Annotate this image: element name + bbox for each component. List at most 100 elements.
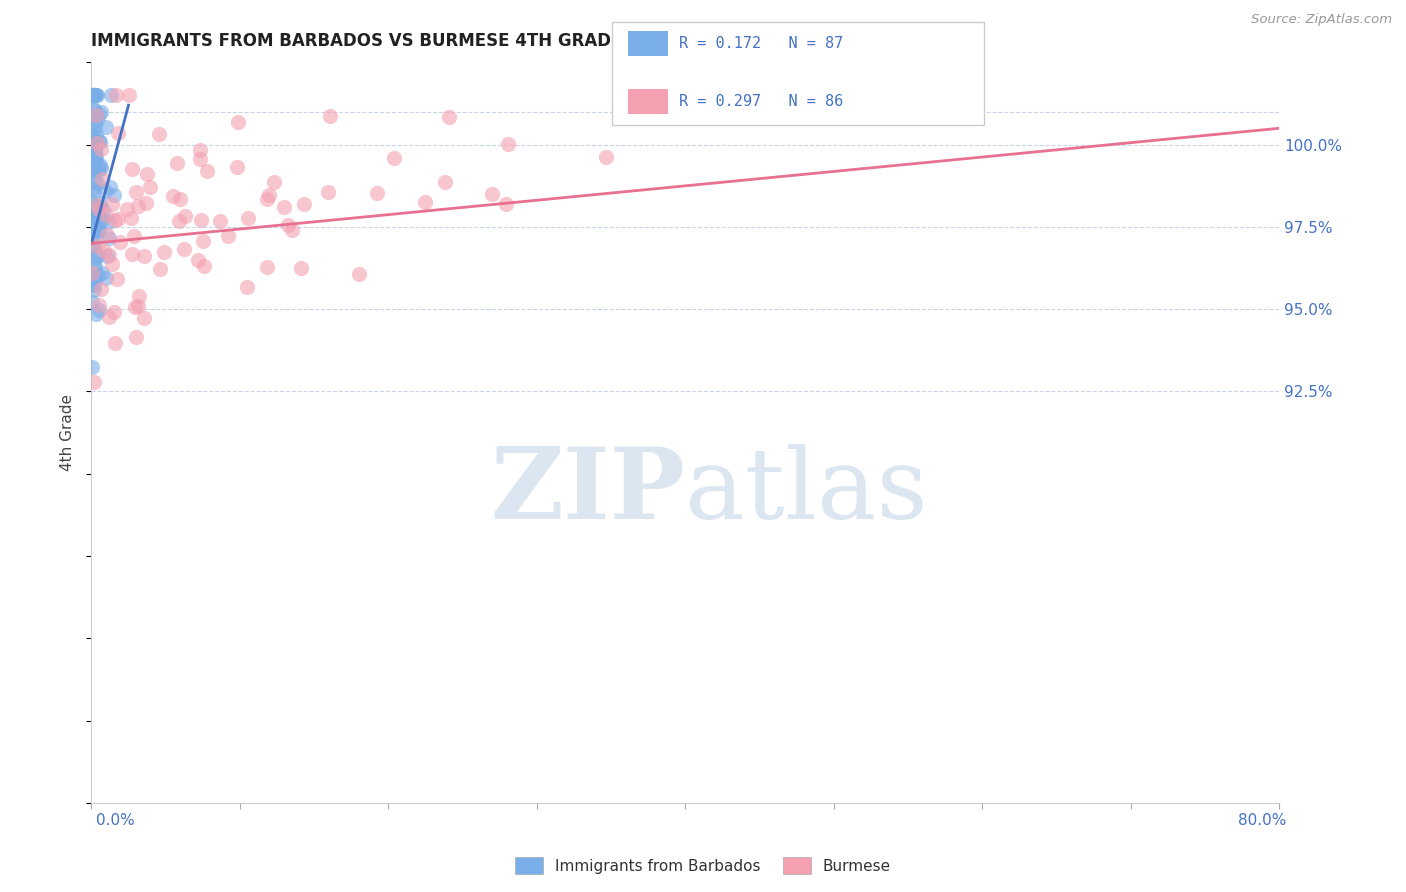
Point <box>82 271 104 285</box>
Point <box>319 109 342 123</box>
Point <box>84 162 107 177</box>
Point <box>80 223 103 237</box>
Point <box>167 214 190 228</box>
Point <box>87 223 110 237</box>
Point <box>89 302 111 317</box>
Point <box>187 252 209 267</box>
Point <box>104 88 127 103</box>
Point <box>87 135 110 149</box>
Text: R = 0.172   N = 87: R = 0.172 N = 87 <box>679 37 844 51</box>
Point <box>496 136 519 151</box>
Point <box>481 186 503 201</box>
Point <box>256 192 278 206</box>
Point <box>128 289 150 303</box>
Text: atlas: atlas <box>685 444 928 540</box>
Point <box>84 149 107 163</box>
Point <box>84 120 107 135</box>
Point <box>98 248 121 262</box>
Point <box>83 208 105 222</box>
Point <box>193 259 215 273</box>
Point <box>83 224 105 238</box>
Point <box>80 165 103 179</box>
Point <box>80 360 103 375</box>
Point <box>82 150 104 164</box>
Point <box>382 151 405 165</box>
Point <box>91 202 114 217</box>
Point <box>82 102 104 116</box>
Point <box>83 260 105 275</box>
Point <box>83 88 105 103</box>
Point <box>86 176 108 190</box>
Point <box>90 282 112 296</box>
Point <box>433 176 456 190</box>
Point <box>118 88 141 103</box>
Point <box>87 107 110 121</box>
Point <box>82 88 104 103</box>
Point <box>84 207 107 221</box>
Point <box>84 210 107 224</box>
Point <box>98 310 121 325</box>
Point <box>83 375 105 389</box>
Point <box>366 186 388 201</box>
Point <box>87 219 110 233</box>
Point <box>83 255 105 269</box>
Point <box>100 88 122 103</box>
Point <box>100 256 122 270</box>
Point <box>87 224 110 238</box>
Point <box>273 200 295 214</box>
Point <box>89 202 111 216</box>
Point <box>149 261 172 276</box>
Point <box>82 88 104 103</box>
Point <box>84 155 107 169</box>
Point <box>90 142 112 156</box>
Point <box>100 197 122 211</box>
Point <box>495 197 517 211</box>
Point <box>226 115 249 129</box>
Point <box>80 203 103 218</box>
Point <box>134 310 156 325</box>
Point <box>148 127 170 141</box>
Point <box>89 211 111 226</box>
Point <box>120 211 142 225</box>
Point <box>84 307 107 321</box>
Point <box>93 244 115 258</box>
Point <box>94 271 117 285</box>
Point <box>87 164 110 178</box>
Point <box>82 88 104 103</box>
Point <box>166 155 188 169</box>
Point <box>87 268 110 282</box>
Point <box>80 277 103 292</box>
Point <box>80 266 103 280</box>
Point <box>135 196 157 211</box>
Point <box>437 110 460 124</box>
Point <box>169 192 191 206</box>
Point <box>125 330 148 344</box>
Point <box>84 214 107 228</box>
Point <box>188 152 211 166</box>
Point <box>83 88 105 103</box>
Point <box>132 249 155 263</box>
Point <box>82 127 104 141</box>
Point <box>82 295 104 310</box>
Point <box>86 136 108 151</box>
Point <box>104 335 127 350</box>
Point <box>121 247 143 261</box>
Point <box>236 211 259 226</box>
Point <box>226 160 249 174</box>
Point <box>83 284 105 298</box>
Legend: Immigrants from Barbados, Burmese: Immigrants from Barbados, Burmese <box>509 851 897 880</box>
Point <box>94 120 117 135</box>
Point <box>84 154 107 169</box>
Point <box>86 127 108 141</box>
Point <box>124 229 146 244</box>
Point <box>83 240 105 254</box>
Point <box>89 297 111 311</box>
Point <box>89 158 111 172</box>
Point <box>94 208 117 222</box>
Point <box>124 186 146 200</box>
Point <box>104 212 127 227</box>
Point <box>121 162 143 177</box>
Text: IMMIGRANTS FROM BARBADOS VS BURMESE 4TH GRADE CORRELATION CHART: IMMIGRANTS FROM BARBADOS VS BURMESE 4TH … <box>91 32 828 50</box>
Point <box>82 88 104 103</box>
Point <box>84 108 107 122</box>
